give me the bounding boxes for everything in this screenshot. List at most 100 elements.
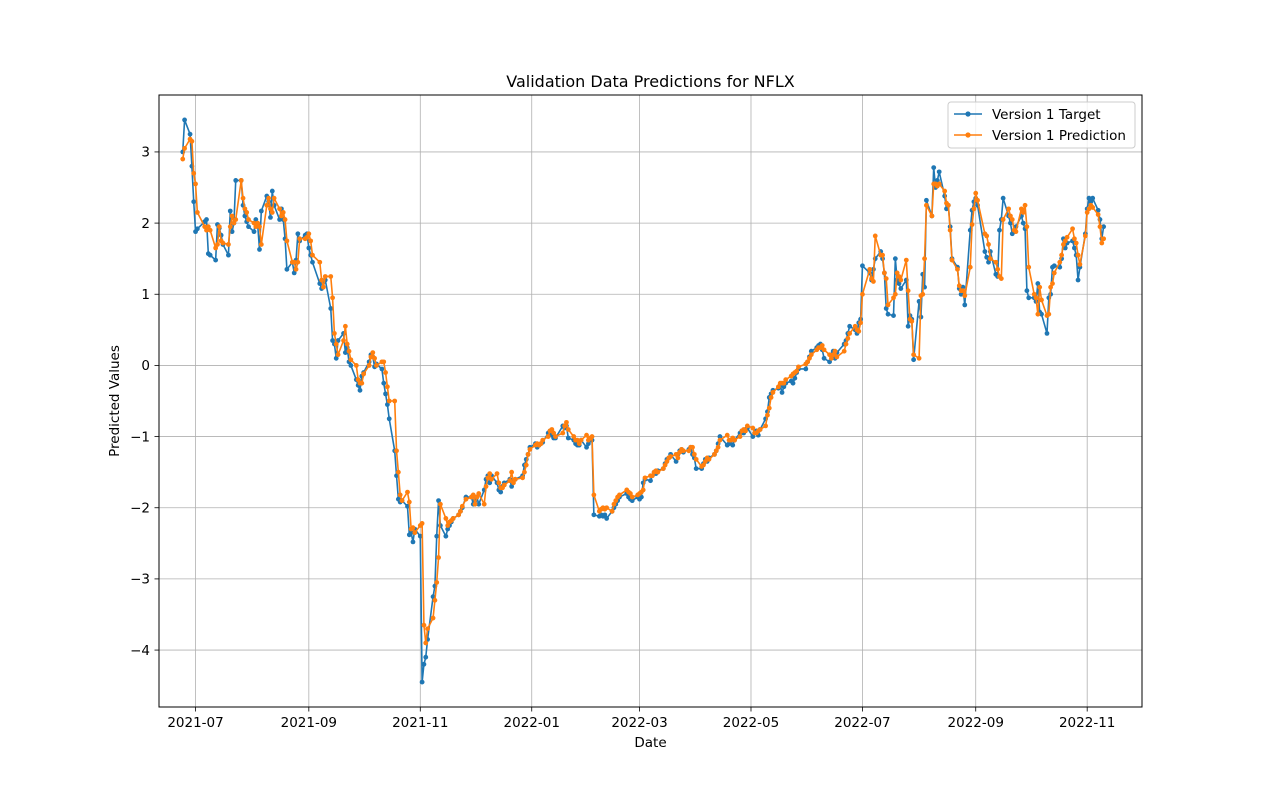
data-point bbox=[591, 512, 597, 518]
data-point bbox=[638, 494, 644, 500]
data-point bbox=[947, 227, 953, 233]
data-point bbox=[333, 341, 339, 347]
data-point bbox=[430, 615, 436, 621]
data-point bbox=[443, 516, 449, 521]
data-point bbox=[458, 508, 463, 514]
data-point bbox=[803, 366, 809, 372]
data-point bbox=[434, 533, 440, 539]
data-point bbox=[827, 352, 832, 358]
data-point bbox=[1073, 240, 1079, 246]
data-point bbox=[960, 284, 966, 290]
data-point bbox=[182, 145, 187, 151]
data-point bbox=[330, 295, 335, 301]
y-tick-label: 1 bbox=[141, 287, 150, 303]
data-point bbox=[335, 352, 341, 358]
data-point bbox=[419, 521, 425, 526]
data-point bbox=[847, 331, 853, 336]
data-point bbox=[830, 352, 836, 358]
data-point bbox=[421, 661, 427, 667]
data-point bbox=[423, 640, 429, 646]
data-point bbox=[463, 496, 469, 502]
data-point bbox=[1099, 240, 1105, 246]
data-point bbox=[381, 380, 387, 386]
data-point bbox=[511, 480, 516, 486]
data-point bbox=[750, 434, 756, 439]
data-point bbox=[229, 213, 235, 219]
data-point bbox=[956, 283, 962, 289]
data-point bbox=[691, 451, 697, 457]
data-point bbox=[668, 454, 673, 459]
data-point bbox=[450, 516, 456, 521]
chart-legend: Version 1 Target Version 1 Prediction bbox=[947, 101, 1136, 149]
data-point bbox=[322, 274, 328, 279]
data-point bbox=[246, 217, 251, 222]
data-point bbox=[242, 206, 248, 212]
data-point bbox=[207, 252, 213, 258]
data-point bbox=[399, 498, 405, 504]
data-point bbox=[370, 350, 376, 356]
data-point bbox=[998, 276, 1004, 281]
data-point bbox=[487, 471, 493, 476]
data-point bbox=[911, 357, 917, 363]
data-point bbox=[660, 466, 666, 471]
data-point bbox=[796, 364, 801, 370]
data-point bbox=[386, 416, 392, 422]
data-point bbox=[253, 224, 259, 230]
data-point bbox=[268, 215, 273, 220]
data-point bbox=[885, 311, 891, 317]
data-point bbox=[958, 291, 964, 297]
data-point bbox=[472, 501, 478, 507]
data-point bbox=[189, 138, 195, 144]
data-point bbox=[434, 580, 440, 585]
data-point bbox=[712, 451, 717, 457]
data-point bbox=[673, 451, 679, 457]
x-tick-label: 2021-09 bbox=[281, 715, 337, 731]
data-point bbox=[246, 224, 251, 230]
data-point bbox=[238, 178, 244, 183]
data-point bbox=[575, 437, 580, 443]
data-point bbox=[828, 355, 834, 361]
data-point bbox=[821, 347, 827, 353]
data-point bbox=[1013, 229, 1019, 235]
data-point bbox=[911, 352, 917, 358]
data-point bbox=[216, 224, 222, 230]
data-point bbox=[319, 277, 325, 283]
data-point bbox=[476, 501, 482, 507]
data-point bbox=[346, 348, 352, 354]
data-point bbox=[781, 380, 787, 386]
data-point bbox=[268, 206, 273, 212]
data-point bbox=[436, 498, 441, 504]
data-point bbox=[732, 437, 737, 443]
data-point bbox=[924, 197, 929, 203]
data-point bbox=[456, 512, 462, 518]
data-point bbox=[1037, 284, 1043, 290]
data-point bbox=[410, 539, 416, 545]
data-point bbox=[808, 352, 814, 358]
data-point bbox=[564, 419, 569, 425]
data-point bbox=[1048, 284, 1054, 290]
data-point bbox=[898, 286, 904, 291]
data-point bbox=[763, 423, 769, 429]
data-point bbox=[551, 430, 557, 436]
data-point bbox=[405, 503, 410, 509]
chart-title: Validation Data Predictions for NFLX bbox=[506, 72, 794, 91]
data-point bbox=[361, 371, 367, 377]
data-point bbox=[924, 202, 929, 208]
data-point bbox=[852, 323, 858, 329]
data-point bbox=[819, 343, 825, 348]
data-point bbox=[293, 266, 299, 272]
data-point bbox=[1086, 206, 1092, 212]
data-point bbox=[883, 276, 889, 281]
y-tick-label: 3 bbox=[141, 145, 150, 161]
data-point bbox=[701, 462, 706, 468]
data-point bbox=[436, 555, 441, 560]
data-point bbox=[706, 456, 712, 462]
data-point bbox=[962, 302, 968, 308]
data-point bbox=[258, 242, 264, 247]
y-tick-label: 2 bbox=[141, 216, 150, 232]
data-point bbox=[1061, 242, 1066, 247]
data-point bbox=[328, 306, 334, 311]
data-point bbox=[384, 402, 390, 407]
